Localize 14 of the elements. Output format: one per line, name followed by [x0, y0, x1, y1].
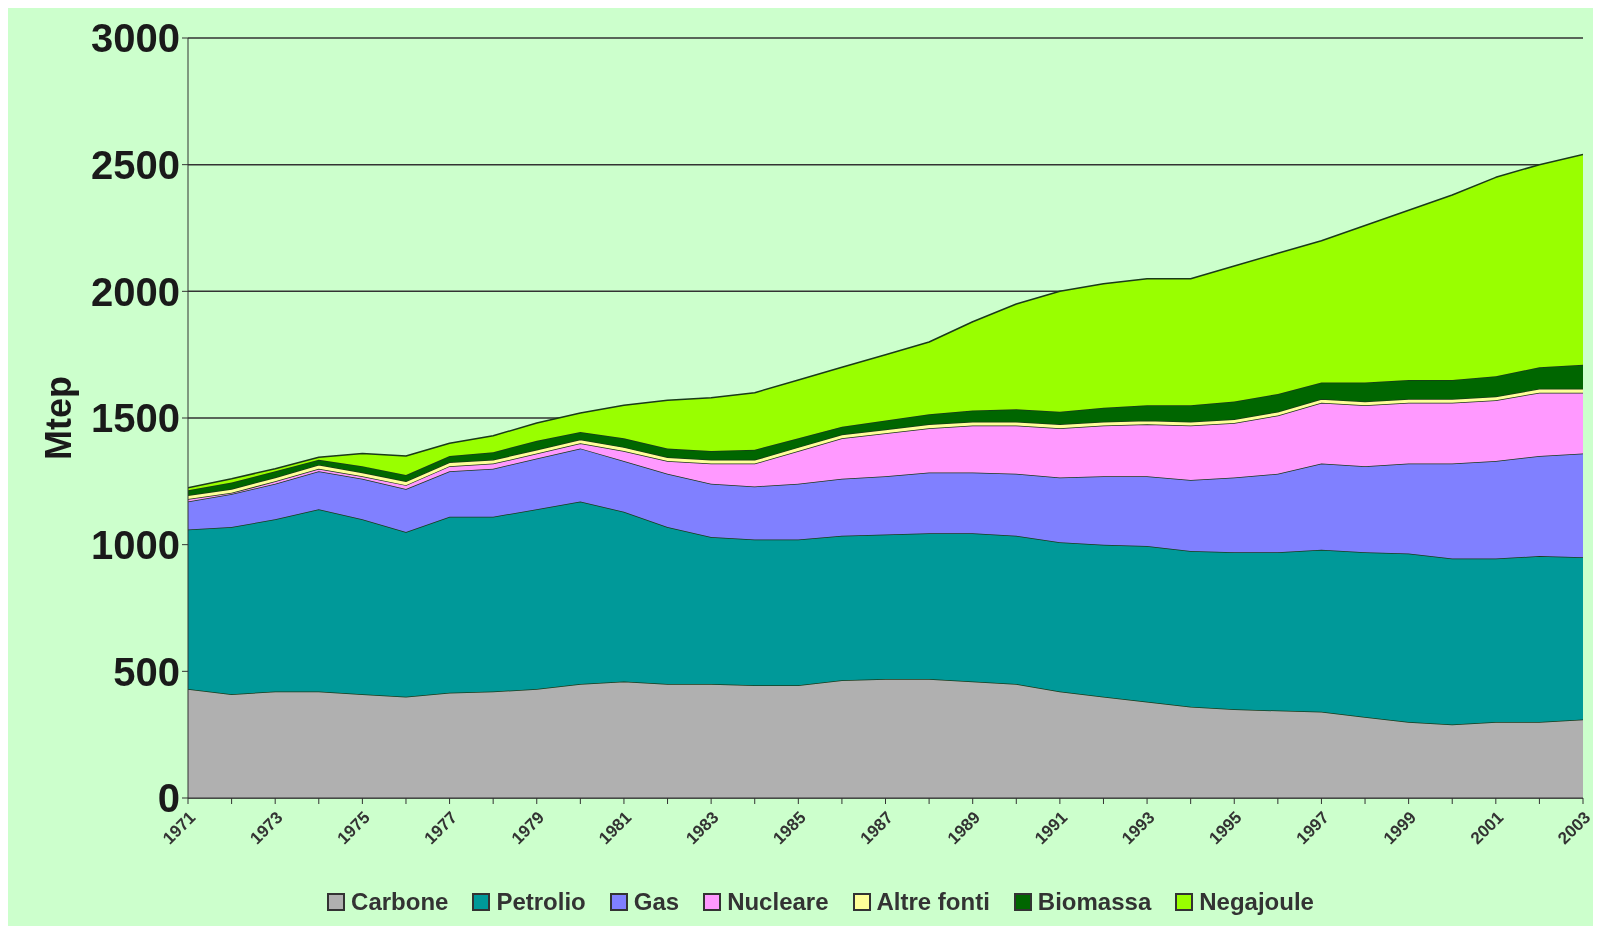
y-axis-title: Mtep	[37, 376, 79, 460]
legend-label: Petrolio	[496, 888, 586, 916]
legend-label: Carbone	[351, 888, 449, 916]
y-tick-label: 500	[113, 649, 180, 694]
y-tick-label: 1500	[91, 396, 180, 441]
legend-label: Biomassa	[1037, 888, 1152, 916]
legend-label: Nucleare	[727, 888, 829, 916]
y-tick-label: 1000	[91, 522, 180, 567]
y-tick-label: 2000	[91, 269, 180, 314]
legend-label: Altre fonti	[876, 888, 990, 916]
y-tick-label: 3000	[91, 16, 180, 61]
y-tick-label: 2500	[91, 142, 180, 187]
legend-label: Gas	[633, 888, 680, 916]
legend-label: Negajoule	[1199, 888, 1314, 916]
